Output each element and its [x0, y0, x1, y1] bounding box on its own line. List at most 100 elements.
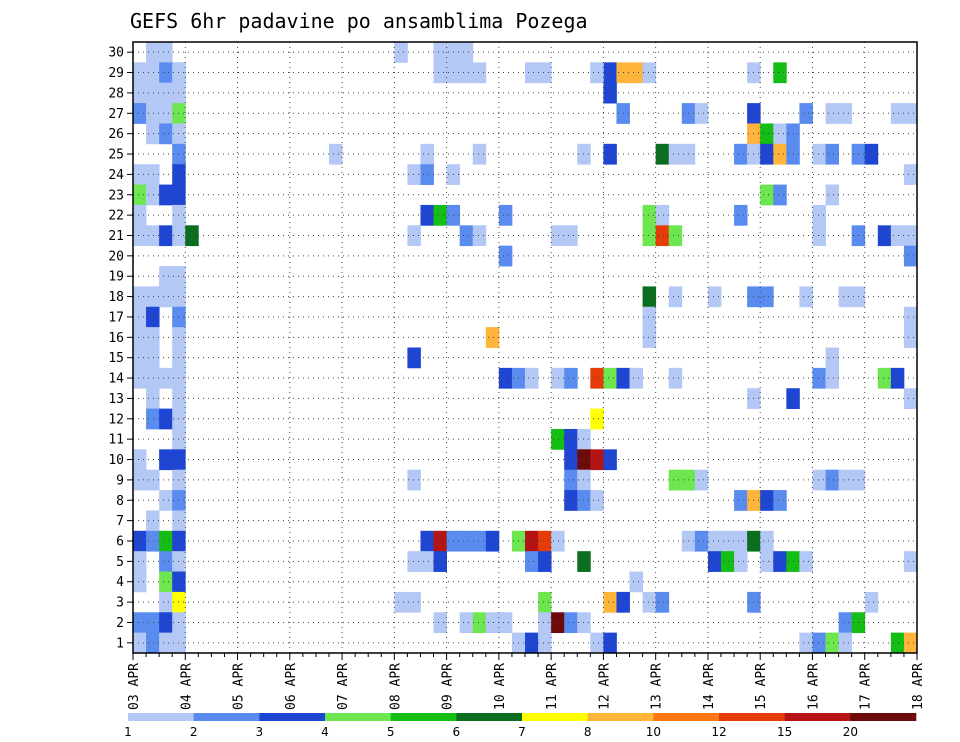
heatmap-cell: [146, 82, 160, 104]
y-tick-label: 3: [116, 596, 124, 611]
heatmap-cell: [459, 612, 474, 634]
heatmap-cell: [590, 449, 604, 471]
colorbar-label: 6: [453, 725, 461, 739]
heatmap-cell: [133, 327, 147, 348]
x-tick-label: 07 APR: [336, 663, 351, 710]
heatmap-cell: [159, 62, 173, 84]
heatmap-cell: [146, 42, 160, 63]
heatmap-cell: [525, 551, 539, 572]
heatmap-cell: [890, 225, 905, 247]
heatmap-cell: [472, 530, 487, 552]
y-tick-label: 21: [108, 229, 124, 244]
heatmap-cell: [159, 408, 173, 430]
heatmap-cell: [668, 286, 683, 308]
y-axis-ticks: 1234567891011121314151617181920212223242…: [108, 46, 133, 651]
heatmap-cell: [420, 143, 434, 165]
heatmap-cell: [146, 367, 160, 389]
x-tick-label: 08 APR: [388, 663, 403, 710]
heatmap-cell: [146, 632, 160, 654]
heatmap-cell: [564, 225, 578, 247]
y-tick-label: 16: [108, 331, 124, 346]
heatmap-cell: [394, 42, 408, 63]
heatmap-cell: [159, 123, 173, 145]
colorbar: 1 2 3 4 5 6 7 8 10 12 15 20: [124, 713, 917, 739]
heatmap-cell: [133, 530, 147, 552]
heatmap-cell: [525, 62, 539, 84]
heatmap-cell: [564, 612, 578, 634]
heatmap-cell: [760, 123, 774, 145]
heatmap-cell: [864, 591, 879, 613]
heatmap-cell: [890, 632, 905, 654]
colorbar-swatch: [719, 713, 785, 721]
heatmap-cell: [407, 225, 421, 247]
y-tick-label: 4: [116, 575, 124, 590]
heatmap-cell: [133, 551, 147, 572]
heatmap-cell: [472, 143, 487, 165]
heatmap-cell: [903, 551, 917, 572]
x-tick-label: 14 APR: [702, 663, 717, 710]
heatmap-cell: [159, 82, 173, 104]
heatmap-cell: [799, 551, 813, 572]
heatmap-cell: [564, 367, 578, 389]
x-tick-label: 17 APR: [859, 663, 874, 710]
heatmap-cell: [133, 103, 147, 124]
heatmap-cell: [472, 62, 487, 84]
heatmap-cell: [799, 103, 813, 124]
heatmap-cell: [734, 530, 748, 552]
heatmap-cell: [146, 347, 160, 369]
heatmap-cell: [903, 306, 917, 328]
heatmap-cell: [525, 530, 539, 552]
x-tick-label: 05 APR: [232, 663, 247, 710]
colorbar-swatch: [128, 713, 194, 721]
heatmap-cell: [420, 530, 434, 552]
heatmap-cell: [146, 62, 160, 84]
heatmap-cell: [133, 164, 147, 185]
heatmap-cell: [760, 143, 774, 165]
heatmap-cell: [146, 225, 160, 247]
heatmap-cell: [903, 245, 917, 267]
y-tick-label: 25: [108, 148, 124, 163]
heatmap-cell: [603, 591, 617, 613]
heatmap-cell: [825, 103, 839, 124]
heatmap-cell: [694, 469, 709, 491]
colorbar-swatch: [456, 713, 523, 721]
heatmap-cell: [694, 530, 709, 552]
heatmap-cell: [590, 367, 604, 389]
heatmap-cell: [773, 123, 787, 145]
heatmap-cell: [773, 143, 787, 165]
heatmap-cell: [525, 632, 539, 654]
y-tick-label: 10: [108, 453, 124, 468]
heatmap-cells: [133, 42, 917, 654]
heatmap-cell: [433, 62, 447, 84]
x-tick-label: 10 APR: [493, 663, 508, 710]
colorbar-label: 2: [190, 725, 198, 739]
y-tick-label: 22: [108, 209, 124, 224]
heatmap-cell: [877, 225, 892, 247]
colorbar-swatch: [850, 713, 917, 721]
y-tick-label: 19: [108, 270, 124, 285]
x-tick-label: 09 APR: [441, 663, 456, 710]
heatmap-cell: [564, 428, 578, 450]
heatmap-cell: [485, 612, 500, 634]
heatmap-cell: [146, 184, 160, 206]
heatmap-cell: [407, 591, 421, 613]
heatmap-cell: [838, 103, 853, 124]
heatmap-cell: [485, 327, 500, 348]
colorbar-label: 3: [256, 725, 264, 739]
heatmap-cell: [146, 510, 160, 532]
heatmap-cell: [133, 632, 147, 654]
heatmap-cell: [603, 143, 617, 165]
heatmap-cell: [485, 530, 500, 552]
heatmap-cell: [655, 591, 670, 613]
heatmap-cell: [603, 632, 617, 654]
heatmap-cell: [812, 367, 826, 389]
heatmap-cell: [146, 530, 160, 552]
heatmap-cell: [812, 632, 826, 654]
heatmap-cell: [433, 42, 447, 63]
heatmap-cell: [577, 469, 591, 491]
heatmap-cell: [760, 184, 774, 206]
heatmap-cell: [159, 286, 173, 308]
heatmap-cell: [903, 327, 917, 348]
heatmap-cell: [825, 143, 839, 165]
